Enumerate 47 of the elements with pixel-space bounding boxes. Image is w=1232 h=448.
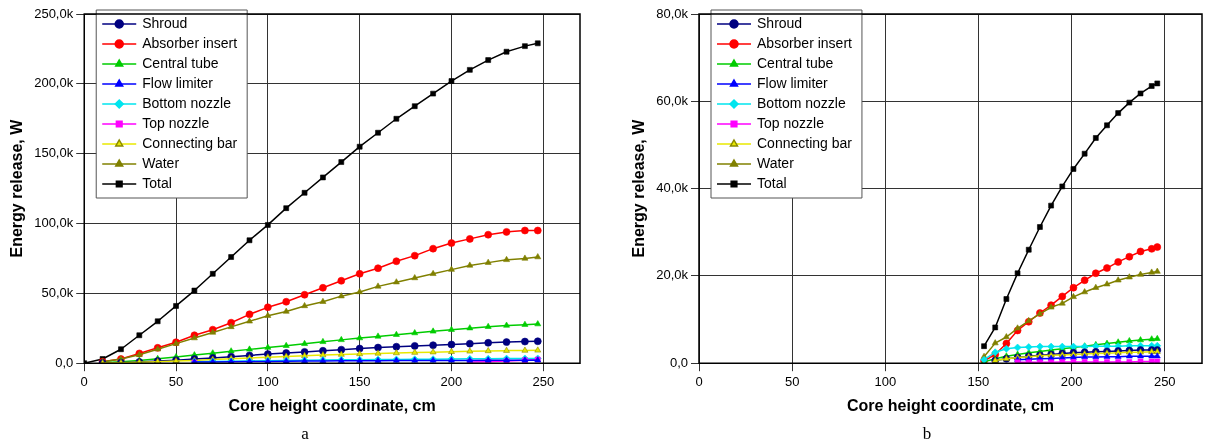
- text: a: [300, 424, 310, 444]
- x-tick-label: 250: [1153, 373, 1176, 389]
- y-tick-label: 100,0k: [34, 215, 74, 231]
- legend-label: Water: [757, 154, 795, 171]
- y-tick-label: 0,0: [55, 354, 74, 370]
- y-tick-label: 0,0: [669, 354, 688, 370]
- legend-label: Flow limiter: [757, 74, 829, 91]
- y-axis-title: Energy release, W: [8, 118, 26, 258]
- y-tick-label: 60,0k: [656, 92, 689, 108]
- legend-label: Bottom nozzle: [142, 94, 232, 111]
- legend-label: Central tube: [757, 54, 834, 71]
- legend-label: Total: [757, 174, 787, 191]
- legend-label: Bottom nozzle: [757, 94, 846, 111]
- x-tick-label: 100: [257, 373, 279, 389]
- x-tick-label: 100: [874, 373, 897, 389]
- legend-label: Total: [142, 174, 172, 191]
- x-axis-title: Core height coordinate, cm: [228, 396, 436, 414]
- legend-label: Connecting bar: [757, 134, 853, 151]
- legend-label: Absorber insert: [142, 34, 238, 51]
- y-tick-label: 50,0k: [41, 284, 74, 300]
- legend-label: Shroud: [757, 14, 803, 31]
- legend-label: Shroud: [142, 14, 188, 31]
- y-tick-label: 150,0k: [34, 145, 74, 161]
- x-tick-label: 50: [784, 373, 800, 389]
- legend-label: Top nozzle: [757, 114, 825, 131]
- legend-label: Absorber insert: [757, 34, 853, 51]
- legend-label: Central tube: [142, 54, 219, 71]
- x-tick-label: 200: [1060, 373, 1083, 389]
- y-tick-label: 200,0k: [34, 75, 74, 91]
- x-tick-label: 150: [348, 373, 371, 389]
- y-tick-label: 250,0k: [34, 5, 74, 21]
- y-axis-title: Energy release, W: [630, 118, 648, 258]
- legend-label: Water: [142, 154, 180, 171]
- legend-label: Flow limiter: [142, 74, 214, 91]
- legend-label: Connecting bar: [142, 134, 238, 151]
- x-axis-title: Core height coordinate, cm: [846, 396, 1055, 414]
- x-tick-label: 250: [532, 373, 555, 389]
- x-tick-label: 50: [168, 373, 184, 389]
- x-tick-label: 0: [80, 373, 88, 389]
- text: b: [921, 424, 933, 444]
- y-tick-label: 40,0k: [656, 180, 689, 196]
- y-tick-label: 20,0k: [656, 267, 689, 283]
- y-tick-label: 80,0k: [656, 5, 689, 21]
- x-tick-label: 150: [967, 373, 990, 389]
- x-tick-label: 0: [695, 373, 703, 389]
- x-tick-label: 200: [440, 373, 463, 389]
- legend-label: Top nozzle: [142, 114, 210, 131]
